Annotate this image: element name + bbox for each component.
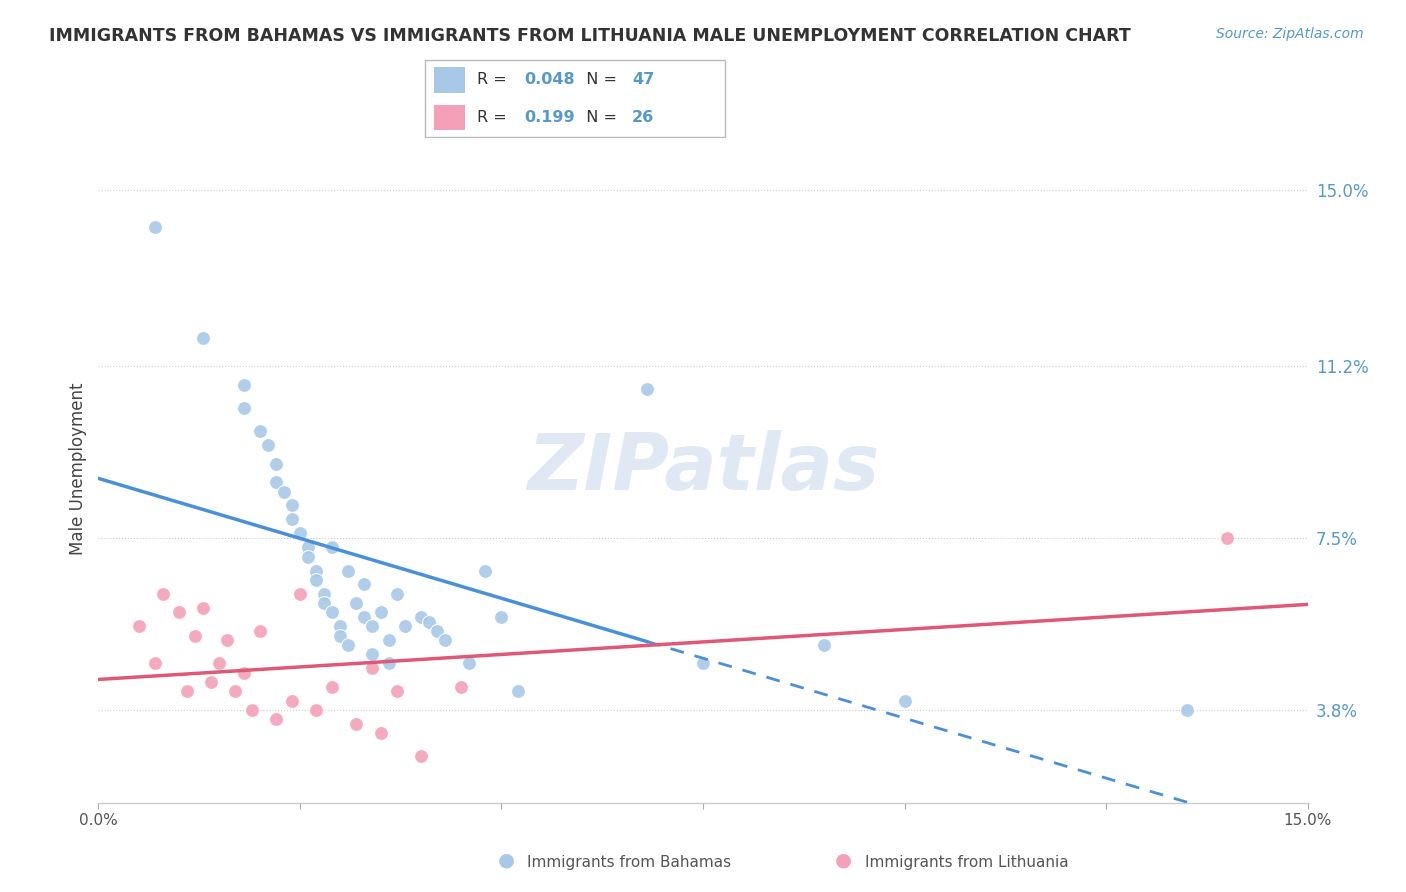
Point (232, 377, 254, 392)
Y-axis label: Male Unemployment: Male Unemployment (69, 382, 87, 555)
Point (344, 596, 367, 610)
Text: ●: ● (835, 851, 852, 870)
Point (314, 596, 336, 610)
Point (143, 657, 166, 671)
Point (314, 587, 336, 601)
Point (232, 401, 254, 415)
Point (409, 610, 432, 624)
Point (256, 438, 278, 452)
Point (1216, 531, 1239, 545)
Point (321, 605, 343, 619)
Point (297, 549, 319, 564)
Text: Source: ZipAtlas.com: Source: ZipAtlas.com (1216, 27, 1364, 41)
Point (281, 693, 304, 707)
Point (353, 610, 375, 624)
Point (281, 512, 304, 526)
Point (288, 526, 311, 541)
Point (692, 657, 714, 671)
Point (385, 684, 408, 698)
Bar (434, 104, 465, 130)
Point (370, 726, 392, 740)
Point (143, 219, 166, 234)
Point (281, 499, 304, 513)
Point (506, 684, 529, 698)
Point (232, 665, 254, 680)
Point (128, 619, 150, 633)
Text: ●: ● (498, 851, 515, 870)
Point (224, 684, 246, 698)
Point (1175, 703, 1198, 717)
Point (893, 693, 915, 707)
Text: N =: N = (576, 72, 623, 87)
Point (264, 475, 287, 490)
Point (167, 605, 190, 619)
Point (249, 624, 271, 638)
Point (264, 457, 287, 471)
Point (813, 638, 835, 652)
Point (193, 331, 215, 345)
Bar (434, 67, 465, 93)
Point (337, 638, 360, 652)
Point (337, 564, 360, 578)
Point (426, 624, 449, 638)
Point (385, 587, 408, 601)
Point (184, 628, 207, 642)
Point (418, 615, 440, 629)
Point (394, 619, 416, 633)
Point (273, 484, 295, 499)
Point (377, 633, 399, 648)
Text: 0.048: 0.048 (524, 72, 575, 87)
Point (297, 541, 319, 555)
Text: 47: 47 (633, 72, 654, 87)
Point (361, 647, 384, 661)
Point (305, 703, 328, 717)
Text: N =: N = (576, 110, 623, 125)
Point (458, 657, 481, 671)
Text: IMMIGRANTS FROM BAHAMAS VS IMMIGRANTS FROM LITHUANIA MALE UNEMPLOYMENT CORRELATI: IMMIGRANTS FROM BAHAMAS VS IMMIGRANTS FR… (49, 27, 1130, 45)
Point (193, 600, 215, 615)
Point (361, 661, 384, 675)
Text: R =: R = (478, 110, 512, 125)
Point (152, 587, 174, 601)
Point (409, 749, 432, 764)
Point (208, 657, 231, 671)
Point (474, 564, 496, 578)
Point (361, 619, 384, 633)
Text: Immigrants from Lithuania: Immigrants from Lithuania (865, 855, 1069, 870)
Point (240, 703, 263, 717)
Text: 26: 26 (633, 110, 654, 125)
Point (353, 577, 375, 591)
FancyBboxPatch shape (425, 61, 725, 136)
Point (200, 675, 222, 690)
Point (217, 633, 239, 648)
Point (305, 564, 328, 578)
Point (377, 657, 399, 671)
Point (329, 619, 352, 633)
Point (321, 541, 343, 555)
Text: Immigrants from Bahamas: Immigrants from Bahamas (527, 855, 731, 870)
Point (321, 680, 343, 694)
Point (288, 587, 311, 601)
Text: R =: R = (478, 72, 512, 87)
Point (344, 716, 367, 731)
Point (450, 680, 472, 694)
Point (329, 628, 352, 642)
Point (370, 605, 392, 619)
Point (636, 382, 658, 396)
Point (264, 712, 287, 726)
Point (434, 633, 457, 648)
Point (491, 610, 513, 624)
Point (176, 684, 198, 698)
Text: ZIPatlas: ZIPatlas (527, 430, 879, 507)
Point (249, 424, 271, 438)
Text: 0.199: 0.199 (524, 110, 575, 125)
Point (305, 573, 328, 587)
